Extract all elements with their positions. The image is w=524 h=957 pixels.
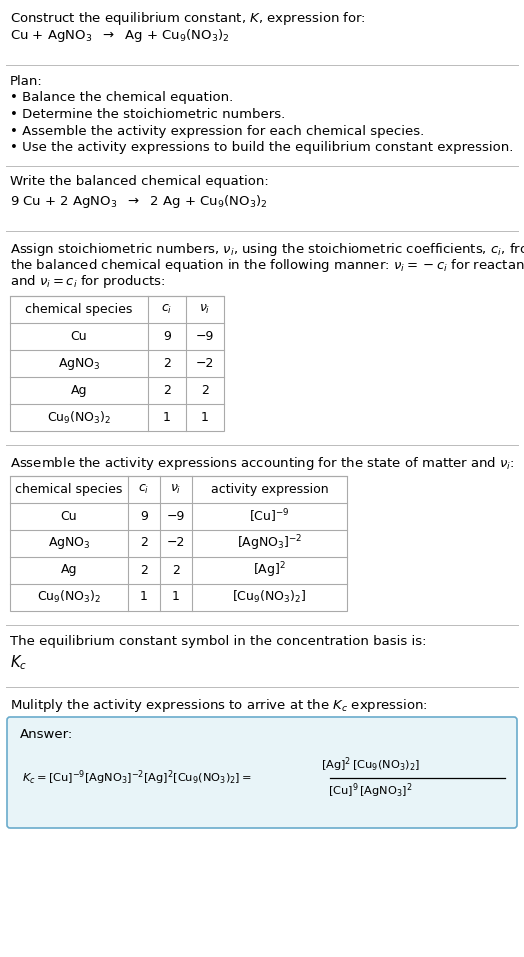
Text: • Assemble the activity expression for each chemical species.: • Assemble the activity expression for e…	[10, 124, 424, 138]
Text: Ag: Ag	[61, 564, 77, 576]
Text: • Balance the chemical equation.: • Balance the chemical equation.	[10, 92, 233, 104]
Text: 2: 2	[172, 564, 180, 576]
Text: AgNO$_3$: AgNO$_3$	[48, 535, 90, 551]
Text: 9: 9	[163, 330, 171, 343]
Text: [Cu]$^{-9}$: [Cu]$^{-9}$	[249, 507, 290, 524]
Text: 2: 2	[163, 357, 171, 370]
Text: chemical species: chemical species	[25, 303, 133, 316]
Text: Assign stoichiometric numbers, $\nu_i$, using the stoichiometric coefficients, $: Assign stoichiometric numbers, $\nu_i$, …	[10, 240, 524, 257]
Bar	[10, 476, 347, 611]
Text: Construct the equilibrium constant, $K$, expression for:: Construct the equilibrium constant, $K$,…	[10, 10, 366, 27]
Text: 9: 9	[140, 509, 148, 523]
Text: The equilibrium constant symbol in the concentration basis is:: The equilibrium constant symbol in the c…	[10, 634, 427, 648]
Text: 1: 1	[140, 590, 148, 604]
Text: • Use the activity expressions to build the equilibrium constant expression.: • Use the activity expressions to build …	[10, 141, 514, 154]
Text: Assemble the activity expressions accounting for the state of matter and $\nu_i$: Assemble the activity expressions accoun…	[10, 455, 515, 472]
Text: [Cu$_9$(NO$_3$)$_2$]: [Cu$_9$(NO$_3$)$_2$]	[232, 589, 307, 605]
Text: 2: 2	[163, 384, 171, 397]
Text: 2: 2	[140, 537, 148, 549]
Text: Mulitply the activity expressions to arrive at the $K_c$ expression:: Mulitply the activity expressions to arr…	[10, 697, 428, 714]
Text: [Ag]$^2$: [Ag]$^2$	[253, 560, 286, 580]
Text: • Determine the stoichiometric numbers.: • Determine the stoichiometric numbers.	[10, 108, 285, 121]
FancyBboxPatch shape	[7, 717, 517, 828]
Text: 1: 1	[163, 411, 171, 424]
Text: −2: −2	[196, 357, 214, 370]
Text: 1: 1	[172, 590, 180, 604]
Text: activity expression: activity expression	[211, 482, 329, 496]
Text: Cu$_9$(NO$_3$)$_2$: Cu$_9$(NO$_3$)$_2$	[47, 410, 111, 426]
Text: Ag: Ag	[71, 384, 88, 397]
Text: Write the balanced chemical equation:: Write the balanced chemical equation:	[10, 175, 269, 189]
Text: AgNO$_3$: AgNO$_3$	[58, 355, 100, 371]
Text: Cu: Cu	[61, 509, 78, 523]
Text: Answer:: Answer:	[20, 728, 73, 741]
Text: Cu$_9$(NO$_3$)$_2$: Cu$_9$(NO$_3$)$_2$	[37, 589, 101, 605]
Text: 9 Cu + 2 AgNO$_3$  $\rightarrow$  2 Ag + Cu$_9$(NO$_3$)$_2$: 9 Cu + 2 AgNO$_3$ $\rightarrow$ 2 Ag + C…	[10, 193, 268, 210]
Text: $\nu_i$: $\nu_i$	[170, 482, 182, 496]
Text: −9: −9	[196, 330, 214, 343]
Text: $c_i$: $c_i$	[161, 303, 172, 316]
Text: Plan:: Plan:	[10, 75, 43, 88]
Text: $c_i$: $c_i$	[138, 482, 150, 496]
Text: $K_c$: $K_c$	[10, 653, 27, 672]
Bar	[10, 296, 224, 431]
Text: −2: −2	[167, 537, 185, 549]
Text: 2: 2	[140, 564, 148, 576]
Text: $\nu_i$: $\nu_i$	[199, 303, 211, 316]
Text: chemical species: chemical species	[15, 482, 123, 496]
Text: 2: 2	[201, 384, 209, 397]
Text: 1: 1	[201, 411, 209, 424]
Text: $K_c = [\mathrm{Cu}]^{-9}[\mathrm{AgNO_3}]^{-2}[\mathrm{Ag}]^2[\mathrm{Cu_9(NO_3: $K_c = [\mathrm{Cu}]^{-9}[\mathrm{AgNO_3…	[22, 768, 252, 787]
Text: $[\mathrm{Cu}]^9\,[\mathrm{AgNO_3}]^2$: $[\mathrm{Cu}]^9\,[\mathrm{AgNO_3}]^2$	[328, 781, 412, 800]
Text: $[\mathrm{Ag}]^2\,[\mathrm{Cu_9(NO_3)_2}]$: $[\mathrm{Ag}]^2\,[\mathrm{Cu_9(NO_3)_2}…	[321, 755, 420, 774]
Text: −9: −9	[167, 509, 185, 523]
Text: Cu: Cu	[71, 330, 88, 343]
Text: and $\nu_i = c_i$ for products:: and $\nu_i = c_i$ for products:	[10, 274, 166, 291]
Text: [AgNO$_3$]$^{-2}$: [AgNO$_3$]$^{-2}$	[237, 533, 302, 553]
Text: the balanced chemical equation in the following manner: $\nu_i = -c_i$ for react: the balanced chemical equation in the fo…	[10, 257, 524, 274]
Text: Cu + AgNO$_3$  $\rightarrow$  Ag + Cu$_9$(NO$_3$)$_2$: Cu + AgNO$_3$ $\rightarrow$ Ag + Cu$_9$(…	[10, 28, 230, 44]
